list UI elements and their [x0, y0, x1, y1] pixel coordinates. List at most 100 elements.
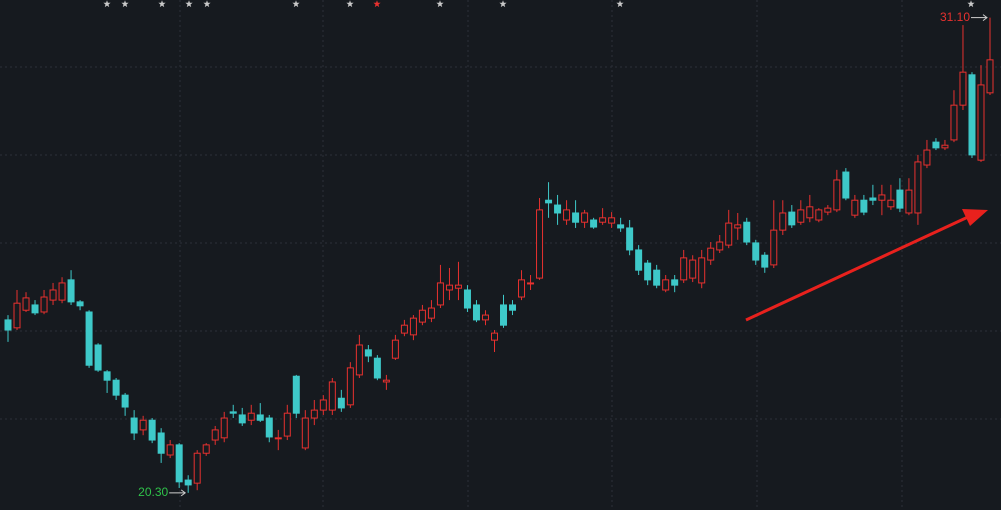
- candle-body: [563, 209, 571, 221]
- star-marker: [292, 0, 300, 8]
- candle-body: [680, 257, 688, 281]
- candle-body: [554, 204, 562, 214]
- candle-body: [815, 209, 823, 221]
- candle-body: [572, 212, 580, 223]
- candle-body: [130, 417, 138, 434]
- arrow-head: [962, 209, 988, 226]
- star-marker: [436, 0, 444, 8]
- candle-body: [950, 104, 958, 141]
- candle-body: [545, 199, 553, 204]
- candle-body: [662, 279, 670, 291]
- candle-body: [842, 171, 850, 199]
- candle-body: [409, 317, 417, 336]
- event-markers: [103, 0, 975, 8]
- candle-body: [283, 412, 291, 437]
- candle-body: [391, 339, 399, 359]
- price-annotation: 31.10: [940, 10, 970, 24]
- star-marker: [346, 0, 354, 8]
- candle-body: [851, 199, 859, 216]
- star-marker: [121, 0, 129, 8]
- candle-body: [770, 229, 778, 266]
- candle-body: [148, 419, 156, 441]
- candle-body: [292, 375, 300, 414]
- candle-body: [301, 417, 309, 449]
- candle-body: [184, 479, 192, 486]
- candle-body: [22, 297, 30, 311]
- candle-body: [905, 189, 913, 214]
- candle-body: [373, 357, 381, 379]
- candle-body: [635, 249, 643, 271]
- candle-body: [121, 394, 129, 408]
- candle-body: [454, 284, 462, 289]
- candle-body: [896, 189, 904, 209]
- candle-body: [725, 222, 733, 246]
- candle-body: [743, 221, 751, 243]
- candle-body: [67, 279, 75, 303]
- candle-body: [878, 194, 886, 201]
- candle-body: [779, 212, 787, 231]
- candle-body: [490, 332, 498, 341]
- candle-body: [968, 74, 976, 156]
- candle-body: [797, 209, 805, 223]
- candles: [4, 17, 994, 493]
- candle-body: [671, 279, 679, 286]
- candle-body: [319, 399, 327, 411]
- candle-body: [58, 282, 66, 301]
- candle-body: [337, 397, 345, 409]
- candle-body: [734, 224, 742, 229]
- candle-body: [346, 367, 354, 406]
- candle-body: [364, 349, 372, 357]
- candle-body: [400, 324, 408, 334]
- candle-body: [40, 296, 48, 313]
- candle-body: [644, 262, 652, 281]
- candle-body: [887, 199, 895, 208]
- candle-body: [202, 444, 210, 454]
- candle-body: [689, 259, 697, 279]
- candle-body: [860, 199, 868, 213]
- candle-body: [220, 417, 228, 439]
- candle-body: [472, 304, 480, 321]
- candle-body: [166, 444, 174, 456]
- candle-body: [382, 379, 390, 383]
- annotation-arrow-head: [180, 489, 187, 497]
- candle-body: [103, 371, 111, 381]
- candle-body: [608, 217, 616, 224]
- star-marker: [967, 0, 975, 8]
- candle-body: [761, 254, 769, 268]
- candle-body: [986, 59, 994, 94]
- candle-body: [256, 414, 264, 421]
- candle-body: [49, 289, 57, 301]
- candle-body: [85, 311, 93, 366]
- candle-body: [923, 149, 931, 166]
- candle-body: [869, 197, 877, 201]
- candle-body: [707, 247, 715, 261]
- star-marker: [373, 0, 381, 8]
- arrow-shaft: [745, 215, 969, 322]
- candle-body: [229, 411, 237, 414]
- candle-body: [4, 319, 12, 331]
- candle-body: [932, 141, 940, 149]
- candle-body: [247, 412, 255, 421]
- candle-body: [509, 304, 517, 311]
- star-marker: [185, 0, 193, 8]
- candle-body: [157, 432, 165, 454]
- candle-body: [427, 307, 435, 319]
- candle-body: [238, 414, 246, 424]
- candle-body: [418, 309, 426, 323]
- candle-body: [500, 304, 508, 326]
- candle-body: [977, 84, 985, 161]
- star-marker: [616, 0, 624, 8]
- candle-body: [806, 206, 814, 219]
- candle-body: [824, 207, 832, 213]
- candle-body: [752, 242, 760, 261]
- candle-body: [518, 279, 526, 298]
- candle-body: [914, 161, 922, 214]
- candle-body: [626, 227, 634, 251]
- candle-body: [436, 282, 444, 306]
- candle-body: [527, 282, 535, 285]
- candle-body: [193, 452, 201, 484]
- star-marker: [203, 0, 211, 8]
- candle-body: [590, 219, 598, 228]
- candle-body: [941, 144, 949, 149]
